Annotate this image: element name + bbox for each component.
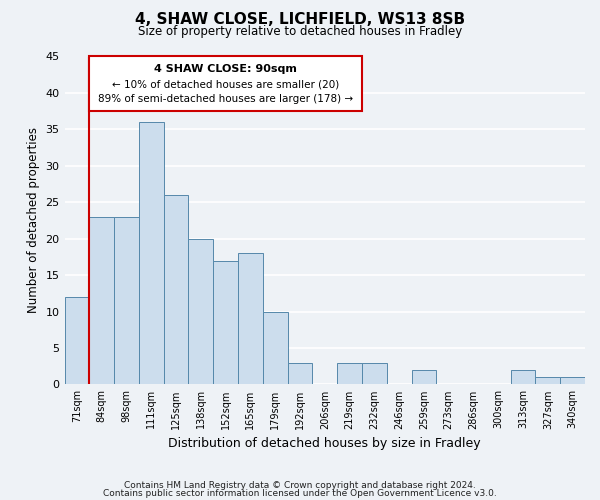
Y-axis label: Number of detached properties: Number of detached properties [27,128,40,314]
Bar [213,260,238,384]
Bar [560,377,585,384]
Bar [114,217,139,384]
Bar [362,362,387,384]
X-axis label: Distribution of detached houses by size in Fradley: Distribution of detached houses by size … [169,437,481,450]
Text: Size of property relative to detached houses in Fradley: Size of property relative to detached ho… [138,25,462,38]
Bar [412,370,436,384]
Text: 4 SHAW CLOSE: 90sqm: 4 SHAW CLOSE: 90sqm [154,64,297,74]
Bar [139,122,164,384]
Bar [65,297,89,384]
Text: Contains HM Land Registry data © Crown copyright and database right 2024.: Contains HM Land Registry data © Crown c… [124,481,476,490]
Bar [263,312,287,384]
Bar [164,195,188,384]
Bar [511,370,535,384]
Bar [535,377,560,384]
Text: 4, SHAW CLOSE, LICHFIELD, WS13 8SB: 4, SHAW CLOSE, LICHFIELD, WS13 8SB [135,12,465,28]
Bar [188,238,213,384]
Text: Contains public sector information licensed under the Open Government Licence v3: Contains public sector information licen… [103,488,497,498]
Text: ← 10% of detached houses are smaller (20): ← 10% of detached houses are smaller (20… [112,80,339,90]
Bar [287,362,313,384]
Bar [337,362,362,384]
Text: 89% of semi-detached houses are larger (178) →: 89% of semi-detached houses are larger (… [98,94,353,104]
FancyBboxPatch shape [89,56,362,111]
Bar [89,217,114,384]
Bar [238,254,263,384]
